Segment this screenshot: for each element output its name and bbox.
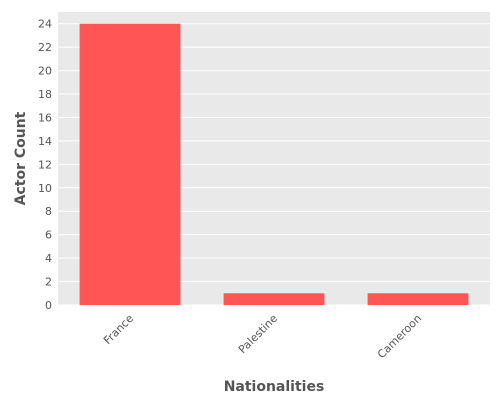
y-tick-label: 4 bbox=[45, 252, 52, 265]
y-tick-label: 8 bbox=[45, 205, 52, 218]
y-tick-label: 10 bbox=[38, 182, 52, 195]
bar-cameroon bbox=[367, 293, 469, 305]
y-axis-title: Actor Count bbox=[13, 111, 29, 205]
y-tick-label: 20 bbox=[38, 65, 52, 78]
y-tick-label: 16 bbox=[38, 111, 52, 124]
bar-france bbox=[79, 23, 181, 305]
bar-palestine bbox=[223, 293, 325, 305]
y-tick-label: 22 bbox=[38, 41, 52, 54]
x-axis-title: Nationalities bbox=[224, 379, 325, 395]
x-tick-label: France bbox=[101, 312, 136, 347]
bars bbox=[79, 23, 469, 305]
y-tick-label: 12 bbox=[38, 158, 52, 171]
x-tick-label: Cameroon bbox=[375, 312, 424, 361]
y-tick-label: 6 bbox=[45, 229, 52, 242]
y-tick-label: 2 bbox=[45, 276, 52, 289]
y-tick-label: 0 bbox=[45, 299, 52, 312]
y-tick-label: 18 bbox=[38, 88, 52, 101]
y-tick-label: 14 bbox=[38, 135, 52, 148]
x-tick-label: Palestine bbox=[236, 312, 280, 356]
y-tick-label: 24 bbox=[38, 18, 52, 31]
x-tick-labels: France Palestine Cameroon bbox=[101, 312, 424, 361]
